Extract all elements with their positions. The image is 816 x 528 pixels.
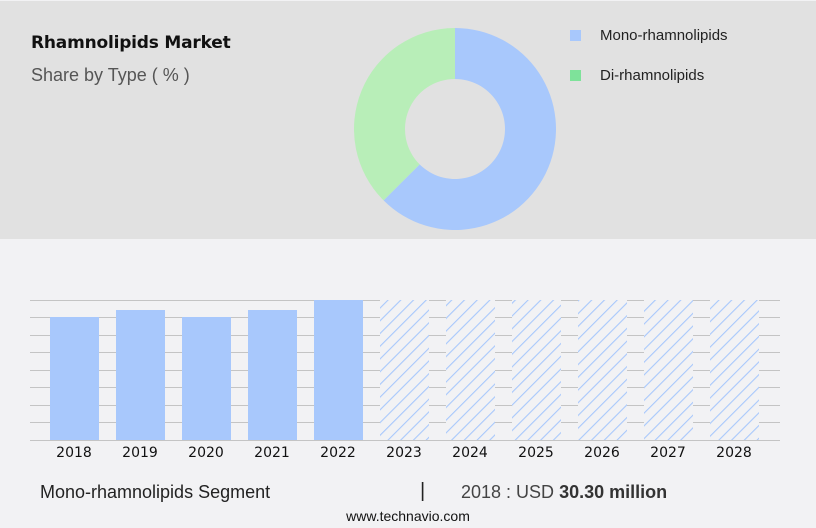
legend-swatch-mono <box>570 29 581 41</box>
footer-separator: | <box>420 480 426 502</box>
bar-2022 <box>314 300 363 440</box>
website-link[interactable]: www.technavio.com <box>346 508 470 524</box>
x-label: 2025 <box>518 445 554 461</box>
bars-forecast <box>380 300 759 440</box>
bar-2018 <box>50 317 99 440</box>
x-label: 2019 <box>122 445 158 461</box>
x-label: 2028 <box>716 445 752 461</box>
legend-item-mono: Mono-rhamnolipids <box>570 15 728 55</box>
legend-label: Di-rhamnolipids <box>600 66 705 84</box>
x-label: 2022 <box>320 445 356 461</box>
x-label: 2023 <box>386 445 422 461</box>
x-label: 2024 <box>452 445 488 461</box>
legend: Mono-rhamnolipids Di-rhamnolipids <box>570 15 728 95</box>
share-panel: Rhamnolipids Market Share by Type ( % ) … <box>0 0 816 239</box>
legend-label: Mono-rhamnolipids <box>600 26 728 44</box>
donut-chart <box>354 28 556 230</box>
legend-item-di: Di-rhamnolipids <box>570 55 728 95</box>
x-label: 2018 <box>56 445 92 461</box>
donut-slice-di <box>354 28 455 201</box>
legend-swatch-di <box>570 69 581 81</box>
segment-label: Mono-rhamnolipids Segment <box>40 482 271 502</box>
x-label: 2020 <box>188 445 224 461</box>
x-label: 2021 <box>254 445 290 461</box>
bar-2026 <box>578 300 627 440</box>
segment-value: 2018 : USD 30.30 million <box>461 482 667 503</box>
segment-value-amount: 30.30 million <box>559 482 668 502</box>
bar-2024 <box>446 300 495 440</box>
segment-value-prefix: 2018 : USD <box>461 482 555 502</box>
chart-title: Rhamnolipids Market <box>31 33 231 53</box>
bar-2019 <box>116 310 165 440</box>
x-label: 2026 <box>584 445 620 461</box>
donut-slice-mono <box>383 28 556 230</box>
bar-2028 <box>710 300 759 440</box>
bars-actual <box>50 300 363 440</box>
bar-2021 <box>248 310 297 440</box>
bar-2027 <box>644 300 693 440</box>
chart-subtitle: Share by Type ( % ) <box>31 65 190 85</box>
bar-2025 <box>512 300 561 440</box>
bar-2020 <box>182 317 231 440</box>
bar-2023 <box>380 300 429 440</box>
x-label: 2027 <box>650 445 686 461</box>
